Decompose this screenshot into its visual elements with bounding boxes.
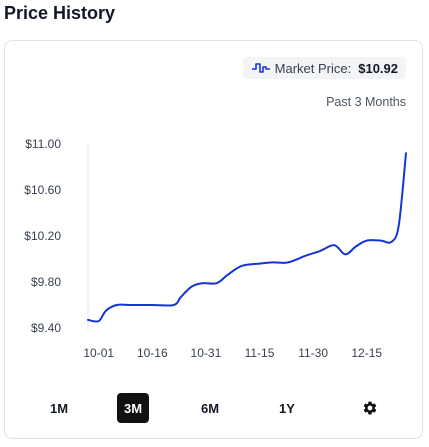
time-range-label: Past 3 Months bbox=[326, 95, 406, 109]
x-tick-label: 10-16 bbox=[137, 346, 168, 360]
price-line-chart: $11.00$10.60$10.20$9.80$9.40 10-01 10-16 1… bbox=[24, 137, 407, 360]
timeframe-6m-button[interactable]: 6M bbox=[194, 393, 226, 423]
x-tick-label: 10-01 bbox=[83, 346, 114, 360]
timeframe-selector: 1M 3M 6M 1Y bbox=[5, 393, 424, 423]
page-title: Price History bbox=[4, 3, 116, 23]
x-tick-label: 12-15 bbox=[351, 346, 382, 360]
timeframe-1y-button[interactable]: 1Y bbox=[271, 393, 303, 423]
timeframe-1m-button[interactable]: 1M bbox=[43, 393, 75, 423]
legend-label: Market Price: bbox=[274, 60, 352, 76]
x-tick-label: 11-15 bbox=[245, 346, 275, 360]
y-tick-label: $9.80 bbox=[31, 275, 61, 289]
y-tick-label: $10.20 bbox=[24, 229, 61, 243]
y-tick-label: $10.60 bbox=[24, 183, 61, 197]
y-axis: $11.00 $10.60 $10.20 $9.80 $9.40 bbox=[24, 137, 61, 335]
price-history-card: $11.00 $10.60 $10.20 $9.80 $9.40 10-01 10-16 1… bbox=[4, 40, 423, 439]
x-tick-label: 11-30 bbox=[298, 346, 328, 360]
settings-button[interactable] bbox=[355, 393, 385, 423]
x-tick-label: 10-31 bbox=[191, 346, 222, 360]
y-tick-label: $9.40 bbox=[31, 321, 61, 335]
market-price-legend: Market Price: $10.92 bbox=[242, 57, 406, 79]
line-chart-icon bbox=[251, 63, 270, 73]
gear-icon bbox=[363, 401, 377, 415]
timeframe-3m-button[interactable]: 3M bbox=[117, 393, 149, 423]
x-axis: 10-01 10-16 10-31 11-15 11-30 12-15 bbox=[83, 346, 382, 360]
market-price-series-line[interactable] bbox=[87, 152, 407, 323]
y-tick-label: $11.00 bbox=[25, 137, 61, 151]
market-price-value: $10.92 bbox=[358, 60, 398, 76]
